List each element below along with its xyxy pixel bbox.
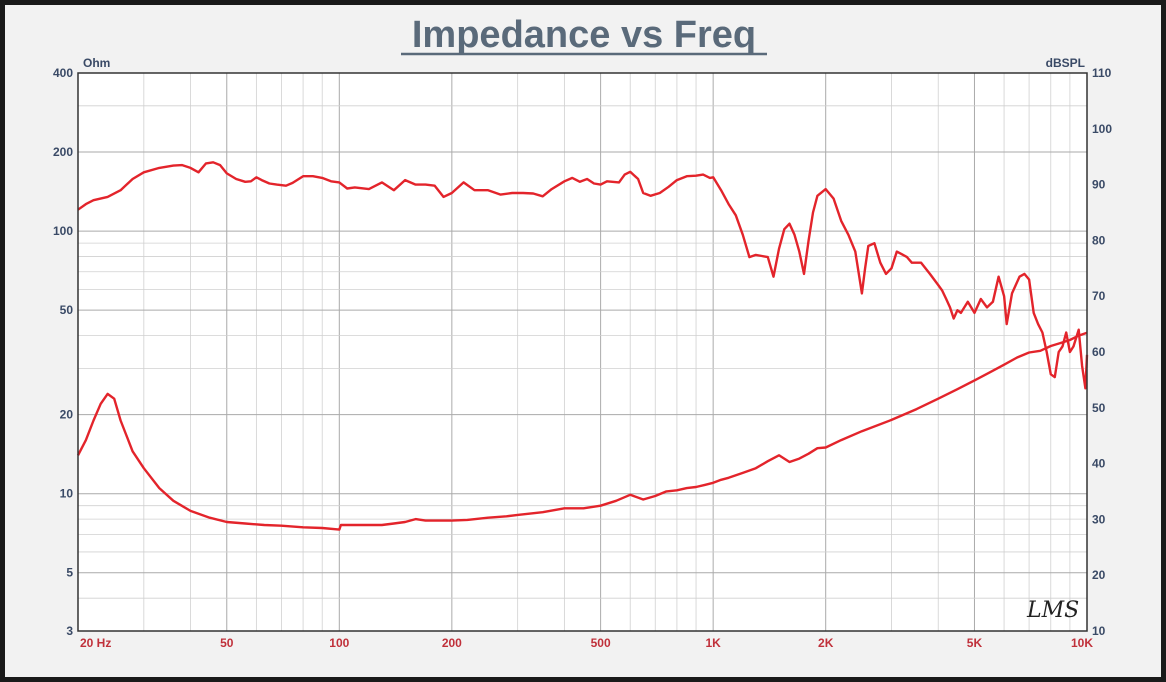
x-tick-label: 1K xyxy=(705,636,721,650)
plot-border xyxy=(77,72,1088,632)
y-left-tick-label: 100 xyxy=(53,224,73,238)
grid xyxy=(77,72,1088,632)
x-tick-label: 10K xyxy=(1071,636,1093,650)
left-unit-label: Ohm xyxy=(83,56,110,70)
spl-curve xyxy=(77,161,1089,390)
y-left-tick-label: 20 xyxy=(60,408,74,422)
y-right-tick-label: 50 xyxy=(1092,401,1106,415)
y-right-tick-label: 40 xyxy=(1092,457,1106,471)
x-tick-label: 200 xyxy=(442,636,462,650)
tick-labels: 20 Hz 50 100 200 500 1K 2K 5K 10K 400 200 100 50 20 10… xyxy=(53,66,1112,650)
y-left-tick-label: 3 xyxy=(66,624,73,638)
x-tick-label: 100 xyxy=(329,636,349,650)
x-tick-label: 500 xyxy=(591,636,611,650)
right-unit-label: dBSPL xyxy=(1046,56,1085,70)
y-right-tick-label: 80 xyxy=(1092,233,1106,247)
impedance-curve xyxy=(76,331,1088,531)
y-right-tick-label: 60 xyxy=(1092,345,1106,359)
y-left-tick-label: 10 xyxy=(60,487,74,501)
watermark-text: LMS xyxy=(1026,598,1079,623)
y-right-tick-label: 20 xyxy=(1092,568,1106,582)
x-tick-label: 2K xyxy=(818,636,834,650)
x-tick-label: 5K xyxy=(967,636,983,650)
y-left-tick-label: 5 xyxy=(66,566,73,580)
x-tick-label: 50 xyxy=(220,636,234,650)
curves xyxy=(76,161,1089,531)
y-right-tick-label: 110 xyxy=(1092,66,1112,80)
y-right-tick-label: 70 xyxy=(1092,289,1106,303)
y-right-tick-label: 10 xyxy=(1092,624,1106,638)
chart-title: Impedance vs Freq xyxy=(412,14,756,56)
plot-area xyxy=(78,73,1087,631)
y-left-tick-label: 400 xyxy=(53,66,73,80)
y-right-tick-label: 30 xyxy=(1092,512,1106,526)
lms-watermark: LMS xyxy=(1026,598,1079,623)
impedance-chart: Impedance vs Freq Ohm dBSPL 20 Hz 50 100 20… xyxy=(53,14,1112,650)
y-left-tick-label: 50 xyxy=(60,303,74,317)
y-right-tick-label: 90 xyxy=(1092,178,1106,192)
chart-panel: Impedance vs Freq Ohm dBSPL 20 Hz 50 100 20… xyxy=(5,5,1161,677)
x-tick-label: 20 Hz xyxy=(80,636,111,650)
y-right-tick-label: 100 xyxy=(1092,122,1112,136)
y-left-tick-label: 200 xyxy=(53,145,73,159)
